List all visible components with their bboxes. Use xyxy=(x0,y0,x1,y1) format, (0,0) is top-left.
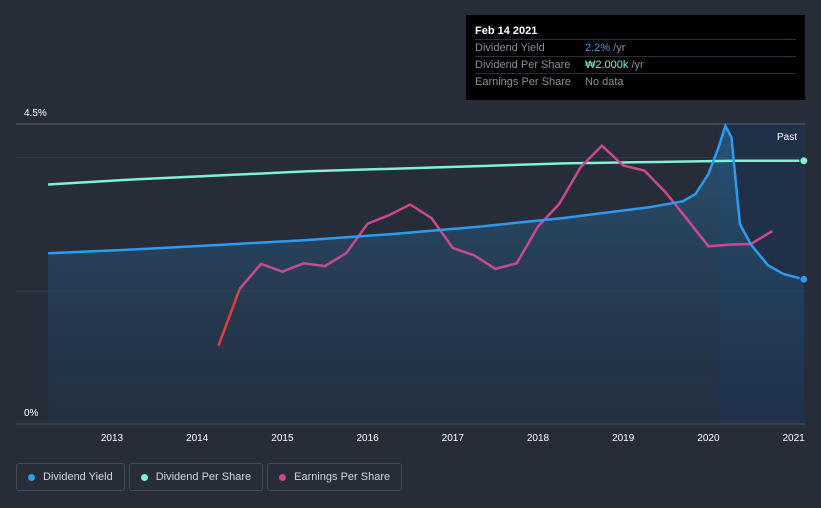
x-tick-label: 2018 xyxy=(527,433,550,444)
x-tick-label: 2013 xyxy=(101,433,124,444)
tooltip: Feb 14 2021 Dividend Yield 2.2% /yr Divi… xyxy=(466,15,805,100)
tooltip-date: Feb 14 2021 xyxy=(475,25,538,37)
tooltip-row-dividend-per-share: Dividend Per Share ₩2.000k /yr xyxy=(475,56,796,73)
x-tick-label: 2020 xyxy=(697,433,720,444)
past-label: Past xyxy=(777,132,797,143)
tooltip-label: Dividend Yield xyxy=(475,42,545,54)
dividend-yield-value: 2.2% xyxy=(585,42,611,54)
x-tick-label: 2017 xyxy=(442,433,465,444)
tooltip-value: ₩2.000k /yr xyxy=(585,57,644,73)
legend: Dividend Yield Dividend Per Share Earnin… xyxy=(16,463,403,491)
earnings-per-share-value: No data xyxy=(585,76,624,88)
dividend-yield-line xyxy=(48,122,805,281)
x-tick-label: 2019 xyxy=(612,433,635,444)
x-tick-label: 2014 xyxy=(186,433,209,444)
legend-label: Dividend Yield xyxy=(43,471,113,483)
x-tick-label: 2021 xyxy=(782,433,805,444)
legend-dot xyxy=(28,473,35,481)
tooltip-row-earnings-per-share: Earnings Per Share No data xyxy=(475,73,796,90)
tooltip-value: No data xyxy=(585,74,624,90)
tooltip-value: 2.2% /yr xyxy=(585,40,625,56)
legend-dot xyxy=(140,473,148,481)
x-axis-ticks: 2013 2014 2015 2016 2017 2018 2019 2020 2021 xyxy=(101,433,805,444)
tooltip-suffix: /yr xyxy=(628,59,644,71)
earnings-per-share-line xyxy=(238,143,773,290)
dividend-per-share-value: ₩2.000k xyxy=(585,59,629,71)
earnings-per-share-negative-line xyxy=(217,288,241,347)
legend-dividend-yield[interactable]: Dividend Yield xyxy=(16,463,125,491)
tooltip-label: Earnings Per Share xyxy=(475,76,571,88)
y-tick-top: 4.5% xyxy=(24,108,47,119)
tooltip-suffix: /yr xyxy=(610,42,626,54)
tooltip-label: Dividend Per Share xyxy=(475,59,571,71)
x-tick-label: 2015 xyxy=(271,433,294,444)
dividend-per-share-endpoint[interactable] xyxy=(799,156,809,166)
dividend-yield-endpoint[interactable] xyxy=(799,274,809,284)
x-tick-label: 2016 xyxy=(356,433,379,444)
tooltip-row-dividend-yield: Dividend Yield 2.2% /yr xyxy=(475,39,796,56)
legend-dividend-per-share[interactable]: Dividend Per Share xyxy=(128,463,264,491)
dividend-per-share-line xyxy=(48,159,804,186)
legend-label: Dividend Per Share xyxy=(155,471,252,483)
legend-label: Earnings Per Share xyxy=(294,471,391,483)
y-tick-bottom: 0% xyxy=(24,408,39,419)
dividend-yield-area xyxy=(48,126,804,424)
legend-earnings-per-share[interactable]: Earnings Per Share xyxy=(267,463,403,491)
legend-dot xyxy=(279,473,287,481)
